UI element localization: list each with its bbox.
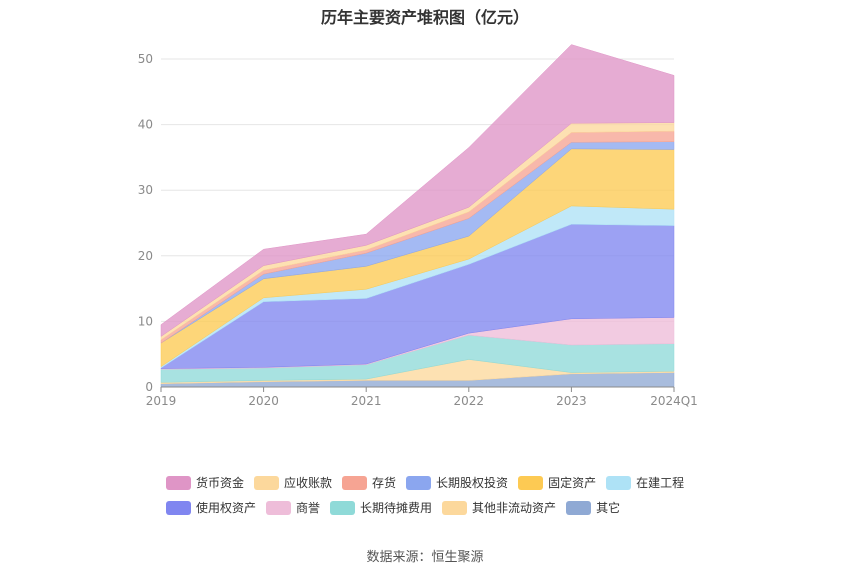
- legend-row: 货币资金 应收账款 存货 长期股权投资 固定资产 在建工程: [166, 470, 726, 495]
- x-tick-label: 2023: [556, 394, 587, 408]
- legend-label: 固定资产: [548, 476, 597, 490]
- y-tick-label: 30: [138, 183, 153, 197]
- legend-swatch: [518, 475, 544, 490]
- area-series-10: [160, 44, 675, 337]
- legend-item[interactable]: 存货: [342, 474, 396, 491]
- x-tick-label: 2021: [351, 394, 382, 408]
- legend-label: 长期股权投资: [436, 476, 509, 490]
- y-tick-label: 10: [138, 314, 153, 328]
- legend-swatch: [566, 500, 592, 515]
- legend-item[interactable]: 长期待摊费用: [330, 499, 432, 516]
- legend-label: 商誉: [296, 501, 321, 515]
- x-tick-label: 2020: [248, 394, 279, 408]
- legend-swatch: [166, 475, 191, 490]
- legend-label: 长期待摊费用: [360, 501, 433, 515]
- legend-label: 其它: [596, 501, 621, 515]
- legend-item[interactable]: 固定资产: [518, 474, 596, 491]
- legend-label: 货币资金: [196, 476, 245, 490]
- legend-label: 使用权资产: [196, 501, 257, 515]
- legend-swatch: [342, 475, 368, 490]
- data-source: 数据来源：恒生聚源: [366, 550, 484, 565]
- chart-legend: 货币资金 应收账款 存货 长期股权投资 固定资产 在建工程 使用权资产 商誉 长期待摊费用 其他…: [166, 470, 726, 520]
- legend-swatch: [166, 500, 191, 515]
- y-tick-label: 20: [138, 249, 153, 263]
- legend-row: 使用权资产 商誉 长期待摊费用 其他非流动资产 其它: [166, 495, 726, 520]
- stacked-area-chart: 0 10 20 30 40 50 2019 2020 2021 2022 2023 2024Q1: [138, 44, 698, 408]
- legend-label: 应收账款: [284, 476, 333, 490]
- legend-label: 存货: [372, 476, 397, 490]
- y-tick-label: 0: [145, 380, 153, 394]
- legend-item[interactable]: 使用权资产: [166, 499, 256, 516]
- legend-swatch: [406, 475, 432, 490]
- legend-item[interactable]: 在建工程: [606, 474, 684, 491]
- legend-swatch: [442, 500, 468, 515]
- legend-item[interactable]: 长期股权投资: [406, 474, 508, 491]
- chart-title: 历年主要资产堆积图（亿元）: [320, 8, 529, 27]
- legend-swatch: [606, 475, 632, 490]
- legend-item[interactable]: 商誉: [266, 499, 320, 516]
- legend-item[interactable]: 货币资金: [166, 474, 244, 491]
- legend-swatch: [266, 500, 292, 515]
- x-tick-label: 2022: [454, 394, 485, 408]
- legend-swatch: [254, 475, 280, 490]
- legend-item[interactable]: 其他非流动资产: [442, 499, 556, 516]
- y-tick-label: 50: [138, 52, 153, 66]
- legend-swatch: [330, 500, 356, 515]
- legend-item[interactable]: 应收账款: [254, 474, 332, 491]
- legend-item[interactable]: 其它: [566, 499, 620, 516]
- y-tick-label: 40: [138, 118, 153, 132]
- x-tick-label: 2024Q1: [650, 394, 698, 408]
- legend-label: 其他非流动资产: [472, 501, 557, 515]
- x-tick-label: 2019: [146, 394, 177, 408]
- legend-label: 在建工程: [636, 476, 685, 490]
